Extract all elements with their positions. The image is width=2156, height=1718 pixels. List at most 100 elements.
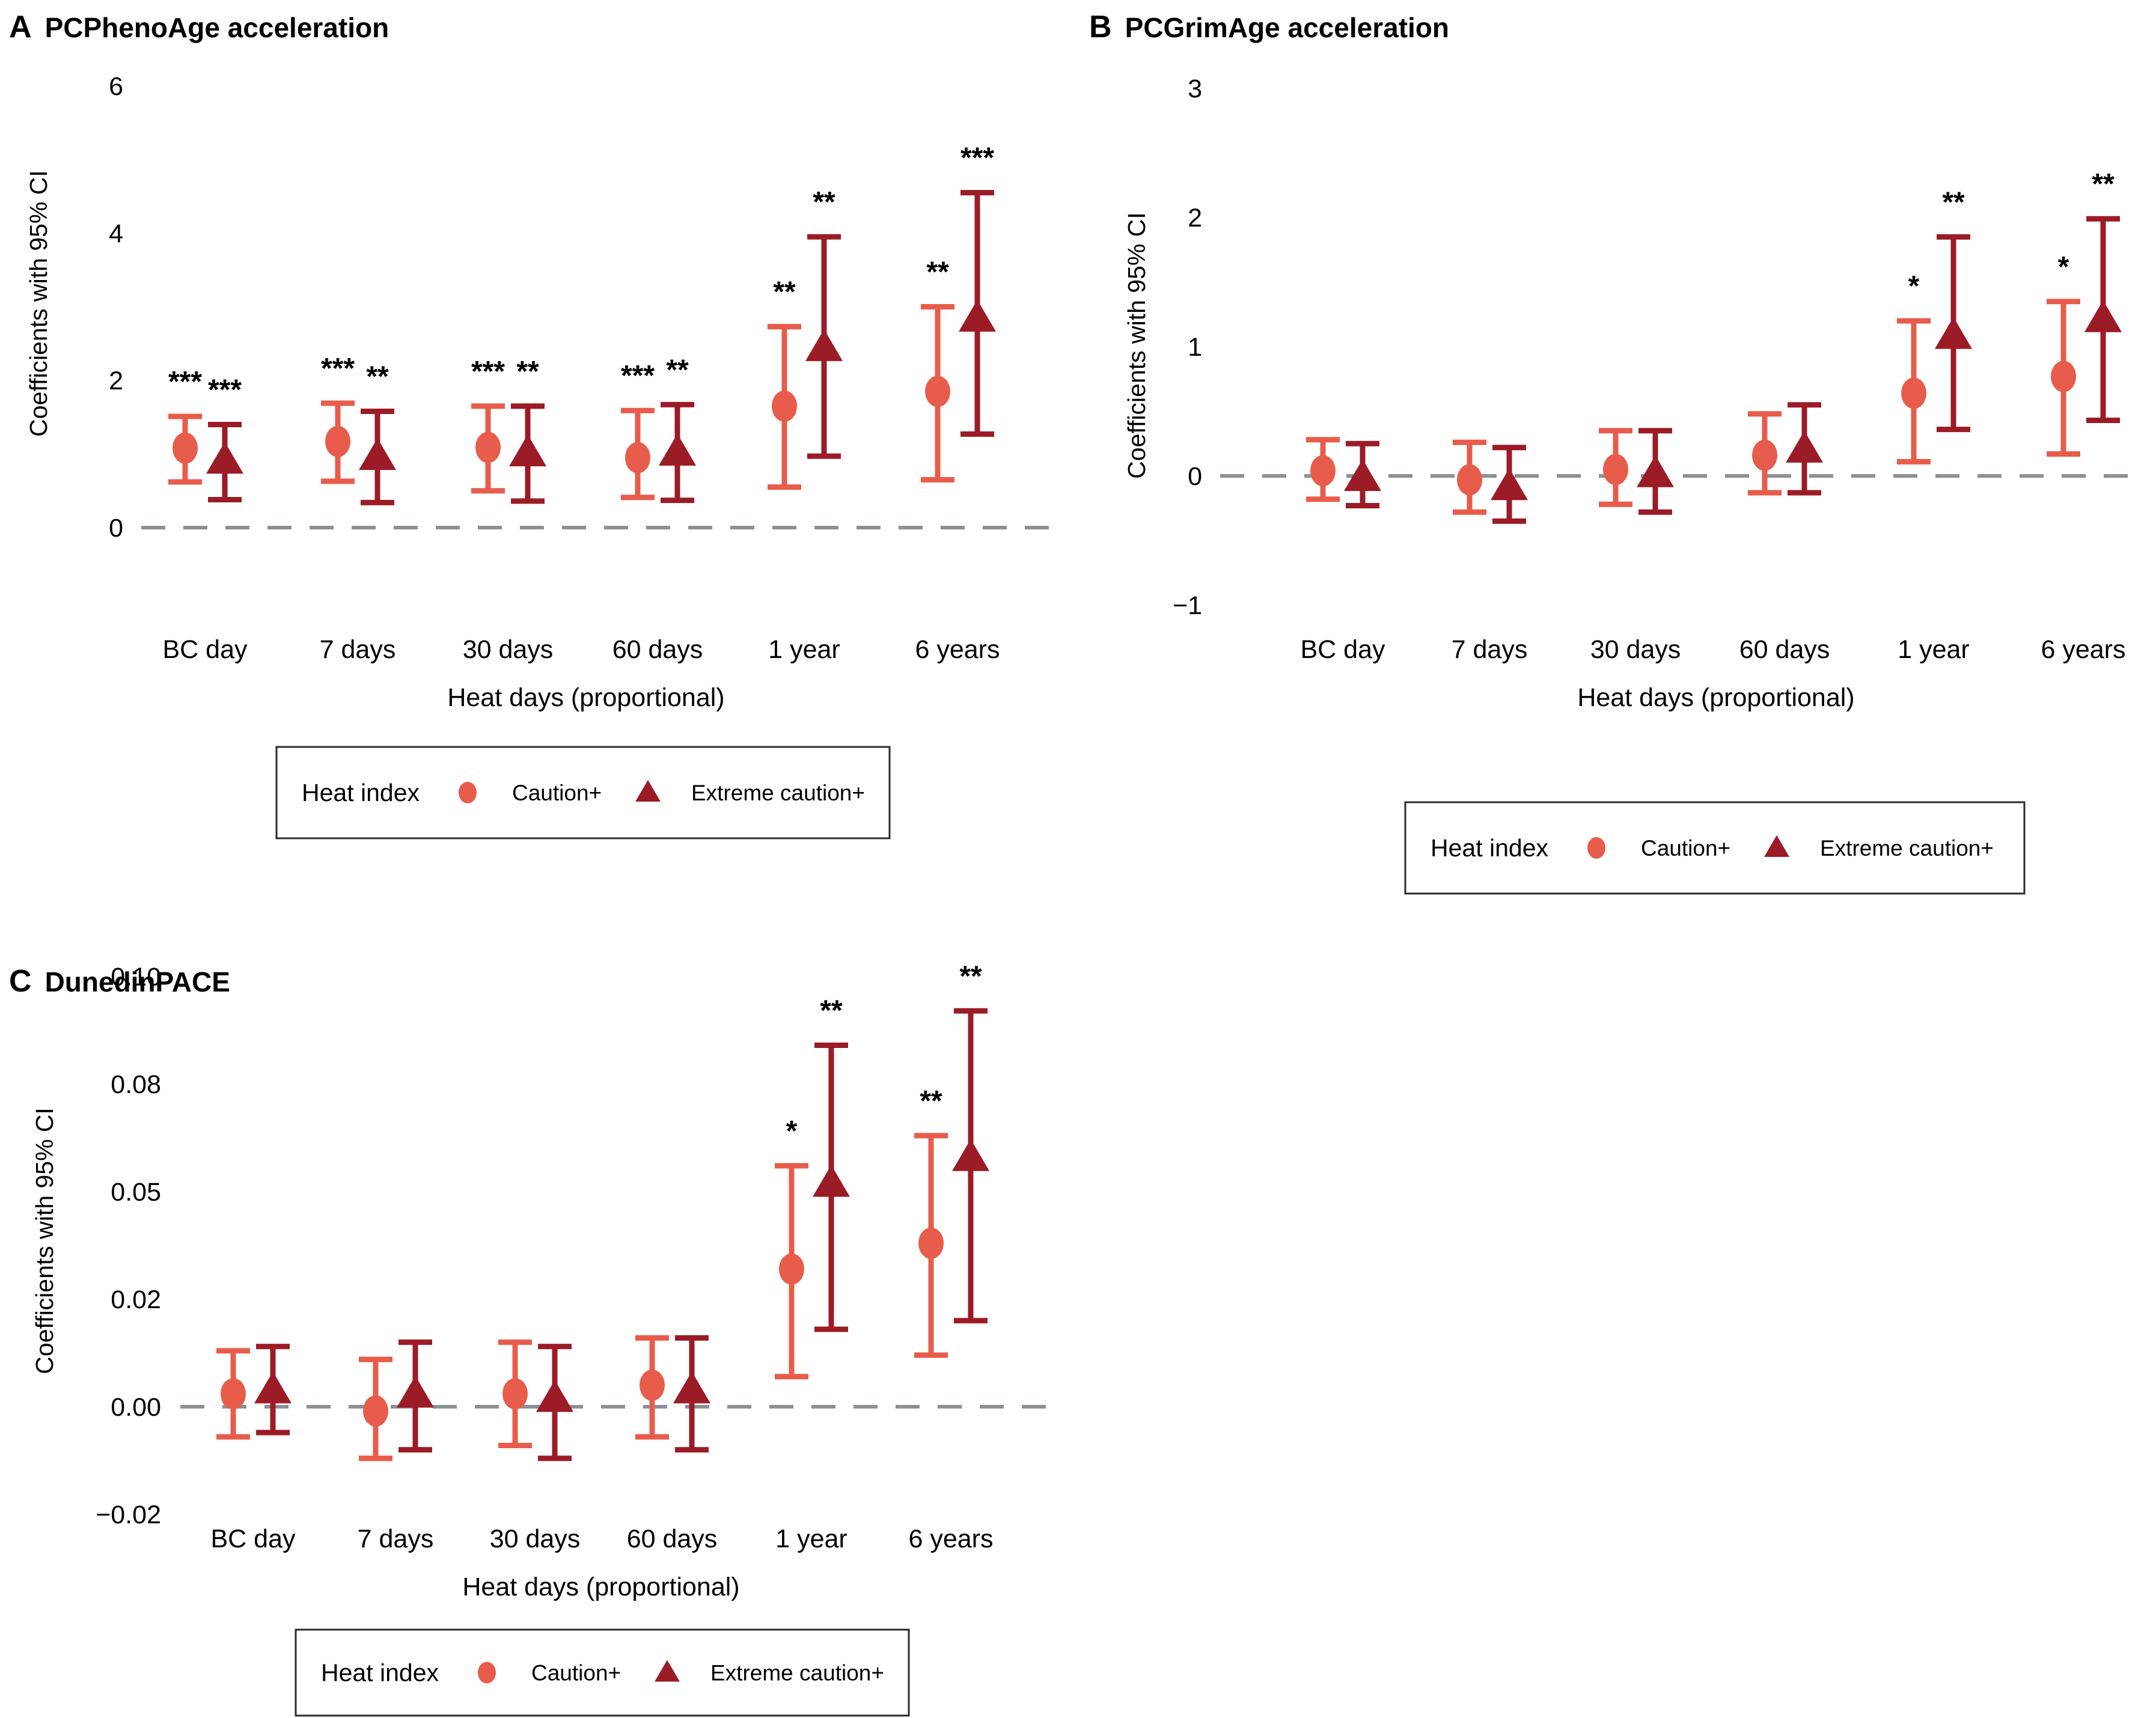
x-tick-label: BC day	[162, 635, 248, 664]
errorbar-caution-3	[1748, 411, 1782, 496]
y-tick-label: 0.08	[111, 1070, 161, 1099]
panel-c: C DunedinPACE Coefficients with 95% CI 0.10…	[9, 960, 1049, 1717]
point-marker-triangle	[959, 299, 996, 332]
errorbar-extreme-caution-4: **	[805, 186, 843, 459]
point-marker-circle	[2051, 361, 2076, 392]
panel-title-text: DunedinPACE	[45, 966, 230, 998]
point-marker-triangle	[952, 1139, 989, 1171]
caution-circle-icon	[459, 782, 477, 803]
point-marker-triangle	[1786, 430, 1823, 463]
errorbar-caution-2	[1599, 428, 1632, 507]
errorbar-caution-4: *	[775, 1115, 808, 1380]
y-tick-label: −1	[1173, 591, 1202, 620]
significance-stars: **	[516, 356, 539, 388]
errorbar-extreme-caution-1: **	[359, 361, 396, 505]
point-marker-triangle	[1344, 459, 1381, 492]
significance-stars: **	[1942, 186, 1965, 218]
y-tick-label: 3	[1188, 75, 1202, 103]
point-marker-circle	[363, 1395, 388, 1427]
panel-title: A PCPhenoAge acceleration	[9, 10, 389, 44]
significance-stars: **	[959, 960, 982, 992]
significance-stars: **	[2092, 168, 2115, 200]
x-tick-label: 30 days	[490, 1525, 581, 1553]
point-marker-triangle	[206, 442, 243, 474]
significance-stars: ***	[960, 142, 994, 174]
x-tick-label: 6 years	[915, 635, 1000, 664]
y-tick-label: 0	[1188, 462, 1202, 491]
point-marker-circle	[918, 1227, 944, 1259]
significance-stars: **	[820, 995, 843, 1027]
extreme-caution-triangle-icon	[1764, 835, 1789, 857]
significance-stars: **	[666, 354, 689, 386]
legend-label-caution: Caution+	[531, 1661, 621, 1686]
significance-stars: **	[926, 257, 949, 288]
significance-stars: ***	[621, 360, 655, 392]
y-tick-label: 6	[109, 72, 123, 101]
y-tick-label: 4	[109, 219, 123, 248]
errorbar-caution-5: *	[2047, 251, 2080, 457]
panel-b: B PCGrimAge acceleration Coefficients with…	[1089, 10, 2146, 895]
legend: Heat index Caution+ Extreme caution+	[1404, 801, 2026, 895]
point-marker-triangle	[397, 1375, 434, 1408]
panel-letter: C	[9, 964, 32, 999]
errorbar-extreme-caution-5: ***	[959, 142, 996, 437]
point-marker-circle	[779, 1253, 804, 1285]
legend-label-extreme-caution: Extreme caution+	[691, 781, 865, 805]
extreme-caution-triangle-icon	[635, 780, 661, 802]
legend-label-extreme-caution: Extreme caution+	[710, 1661, 884, 1686]
legend-box	[1404, 801, 2026, 895]
legend-title: Heat index	[1431, 834, 1549, 862]
panel-a: A PCPhenoAge acceleration Coefficients wit…	[9, 10, 1049, 839]
errorbar-extreme-caution-5: **	[2084, 168, 2122, 424]
errorbar-caution-4: **	[768, 276, 801, 490]
panel-letter: B	[1089, 10, 1112, 44]
errorbar-caution-4: *	[1897, 270, 1931, 465]
x-tick-label: BC day	[1300, 635, 1385, 664]
significance-stars: ***	[321, 353, 355, 385]
legend-label-extreme-caution: Extreme caution+	[1820, 836, 1994, 861]
y-axis-label: Coefficients with 95% CI	[25, 170, 52, 437]
panel-letter: A	[9, 10, 32, 44]
panel-title-text: PCPhenoAge acceleration	[45, 12, 389, 43]
errorbar-extreme-caution-4: **	[1935, 186, 1972, 433]
x-tick-label: 1 year	[1898, 635, 1970, 664]
y-tick-label: 0.05	[111, 1178, 161, 1207]
legend: Heat index Caution+ Extreme caution+	[275, 746, 891, 839]
panel-title: B PCGrimAge acceleration	[1089, 10, 1449, 44]
errorbar-extreme-caution-3	[1786, 402, 1823, 496]
y-tick-label: 0.02	[111, 1285, 161, 1314]
point-marker-circle	[925, 376, 950, 407]
point-marker-circle	[625, 442, 650, 474]
errorbar-caution-1	[1453, 439, 1486, 515]
errorbar-caution-0	[1306, 437, 1340, 502]
significance-stars: *	[1908, 270, 1920, 302]
point-marker-circle	[1310, 455, 1336, 487]
errorbar-extreme-caution-1	[1491, 445, 1528, 524]
extreme-caution-triangle-icon	[655, 1660, 680, 1682]
x-tick-label: 1 year	[775, 1525, 847, 1553]
x-tick-label: 6 years	[908, 1525, 993, 1553]
point-marker-triangle	[254, 1371, 292, 1404]
x-axis-label: Heat days (proportional)	[1577, 683, 1854, 712]
errorbar-caution-5: **	[914, 1085, 948, 1358]
legend-box	[275, 746, 891, 839]
x-tick-label: 60 days	[612, 635, 703, 664]
errorbar-extreme-caution-2: **	[509, 356, 546, 504]
significance-stars: ***	[168, 366, 202, 398]
errorbar-extreme-caution-2	[536, 1344, 573, 1461]
significance-stars: *	[2058, 251, 2069, 283]
point-marker-circle	[502, 1378, 528, 1410]
legend-title: Heat index	[302, 779, 420, 806]
caution-circle-icon	[1587, 837, 1605, 859]
errorbar-extreme-caution-0	[254, 1344, 292, 1436]
legend: Heat index Caution+ Extreme caution+	[295, 1628, 910, 1717]
point-marker-circle	[475, 431, 501, 463]
errorbar-caution-1	[359, 1356, 392, 1461]
errorbar-caution-0: ***	[168, 366, 202, 485]
x-tick-label: 7 days	[320, 635, 396, 664]
significance-stars: ***	[208, 374, 242, 406]
caution-circle-icon	[478, 1662, 496, 1684]
x-axis-label: Heat days (proportional)	[447, 683, 724, 712]
point-marker-circle	[325, 425, 350, 457]
